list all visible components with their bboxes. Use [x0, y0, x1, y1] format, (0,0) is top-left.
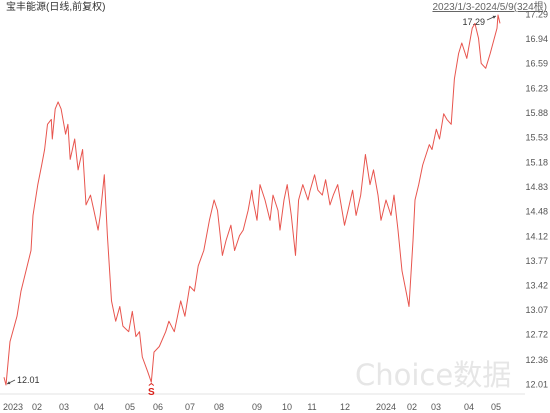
y-tick-label: 13.07 [525, 305, 548, 315]
y-tick-label: 12.01 [525, 379, 548, 389]
y-tick-label: 17.29 [525, 9, 548, 19]
x-tick-year-label: 2023 [3, 402, 23, 412]
y-tick-label: 14.83 [525, 182, 548, 192]
price-annotations: 12.01 17.29 [6, 15, 497, 385]
x-tick-month-label: 08 [214, 402, 224, 412]
y-tick-label: 15.53 [525, 133, 548, 143]
y-tick-label: 13.77 [525, 256, 548, 266]
y-tick-label: 15.88 [525, 108, 548, 118]
x-tick-month-label: 03 [59, 402, 69, 412]
trade-markers: S [148, 382, 155, 398]
x-tick-month-label: 11 [307, 402, 316, 412]
x-axis-labels: 2023 02 03 04 05 06 07 08 09 10 11 12 2024 02 03 04 05 [3, 402, 501, 412]
min-price-label: 12.01 [17, 375, 40, 385]
x-tick-month-label: 05 [491, 402, 501, 412]
y-axis-labels: 17.29 16.94 16.59 16.23 15.88 15.53 15.18 14.83… [525, 9, 548, 389]
y-tick-label: 16.23 [525, 84, 548, 94]
date-range-label[interactable]: 2023/1/3-2024/5/9(324根) [432, 2, 547, 13]
x-tick-month-label: 07 [185, 402, 195, 412]
x-tick-month-label: 04 [464, 402, 474, 412]
y-tick-label: 16.94 [525, 34, 548, 44]
y-tick-label: 13.42 [525, 281, 548, 291]
price-line [3, 14, 501, 386]
x-tick-month-label: 10 [282, 402, 292, 412]
x-tick-month-label: 02 [407, 402, 417, 412]
x-tick-month-label: 05 [125, 402, 135, 412]
x-tick-month-label: 12 [340, 402, 350, 412]
y-tick-label: 14.48 [525, 206, 548, 216]
x-tick-month-label: 02 [32, 402, 42, 412]
x-tick-month-label: 06 [153, 402, 163, 412]
sell-marker-cap [148, 382, 155, 386]
x-tick-month-label: 09 [252, 402, 262, 412]
x-tick-month-label: 03 [431, 402, 441, 412]
y-tick-label: 12.36 [525, 355, 548, 365]
max-price-label: 17.29 [462, 17, 485, 27]
y-tick-label: 14.12 [525, 231, 548, 241]
x-tick-month-label: 04 [94, 402, 104, 412]
sell-marker: S [148, 387, 155, 398]
chart-title: 宝丰能源(日线,前复权) [6, 2, 106, 13]
y-tick-label: 12.72 [525, 330, 548, 340]
watermark: Choice数据 [355, 358, 512, 392]
x-tick-year-label: 2024 [376, 402, 396, 412]
y-tick-label: 16.59 [525, 58, 548, 68]
annotation-arrow-head [7, 381, 11, 385]
y-tick-label: 15.18 [525, 157, 548, 167]
annotation-arrow-head [492, 15, 496, 19]
